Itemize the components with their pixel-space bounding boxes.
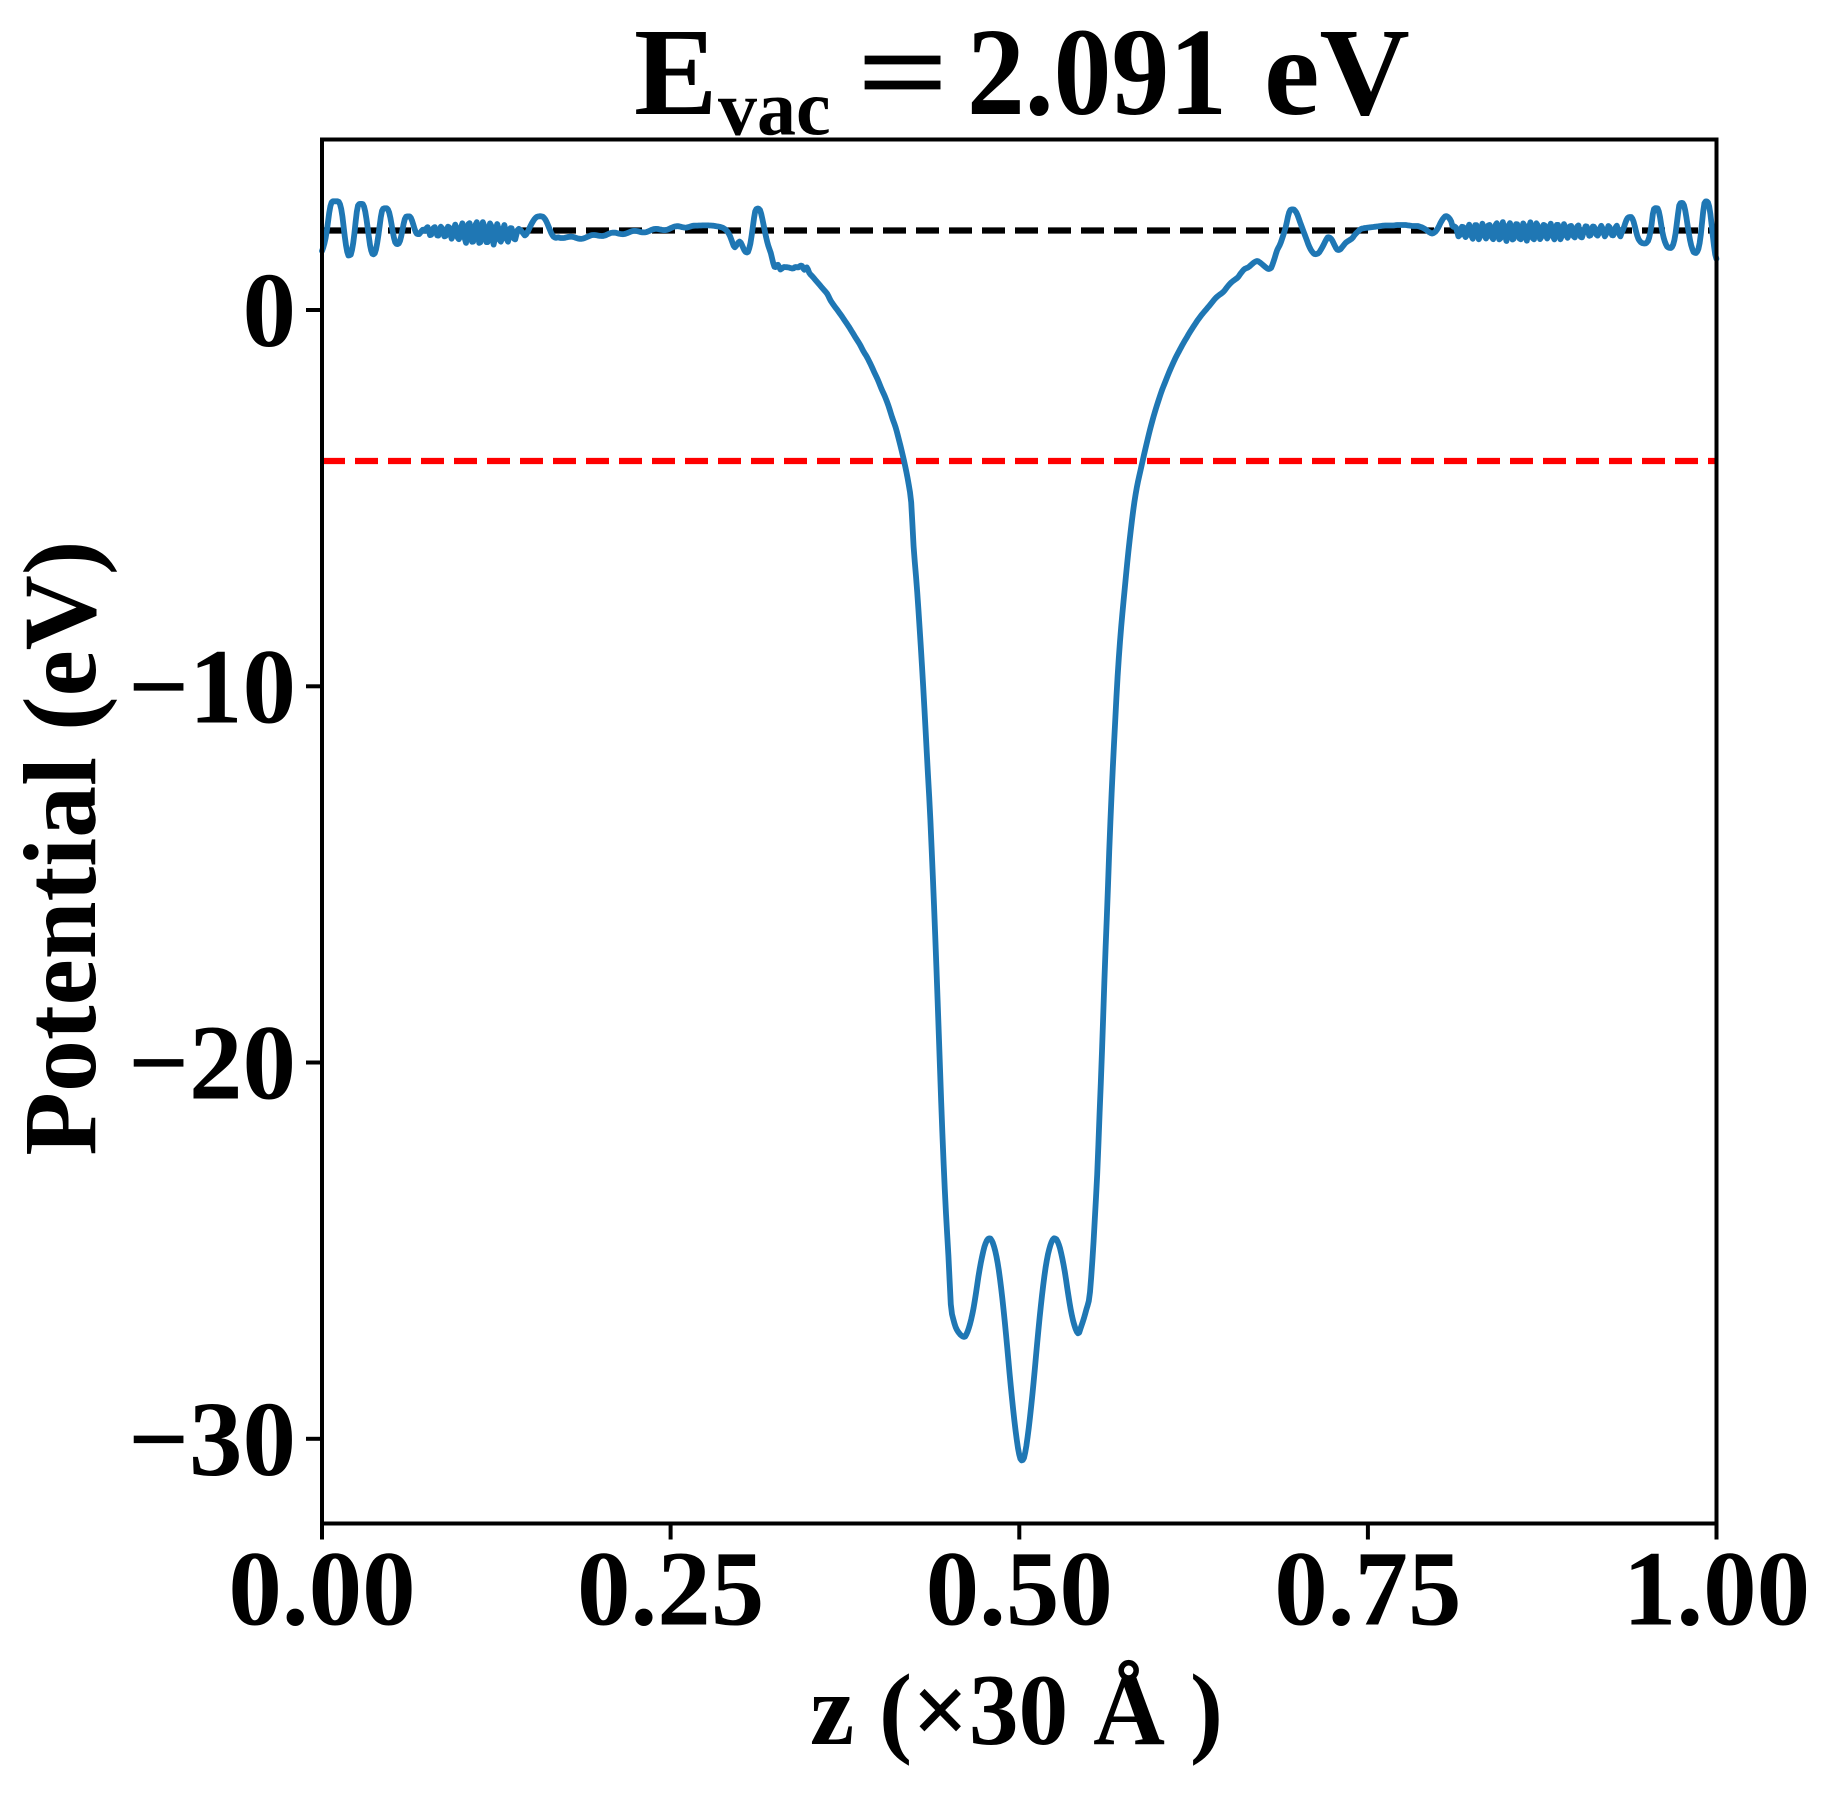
svg-text:0.50: 0.50 bbox=[926, 1530, 1113, 1648]
svg-text:0.00: 0.00 bbox=[228, 1530, 415, 1648]
svg-text:z (×30 Å ): z (×30 Å ) bbox=[810, 1654, 1223, 1767]
svg-text:eV: eV bbox=[1264, 4, 1410, 142]
svg-text:0.75: 0.75 bbox=[1274, 1530, 1461, 1648]
svg-text:−30: −30 bbox=[128, 1381, 296, 1499]
svg-text:E: E bbox=[634, 4, 717, 142]
svg-text:Potential (eV): Potential (eV) bbox=[3, 540, 118, 1155]
svg-text:1.00: 1.00 bbox=[1623, 1530, 1810, 1648]
svg-text:0: 0 bbox=[243, 252, 297, 370]
svg-text:vac: vac bbox=[718, 65, 831, 152]
svg-text:2.091: 2.091 bbox=[967, 4, 1227, 142]
svg-text:=: = bbox=[857, 4, 950, 142]
svg-text:0.25: 0.25 bbox=[577, 1530, 764, 1648]
svg-text:−20: −20 bbox=[128, 1005, 296, 1123]
svg-text:−10: −10 bbox=[128, 628, 296, 746]
